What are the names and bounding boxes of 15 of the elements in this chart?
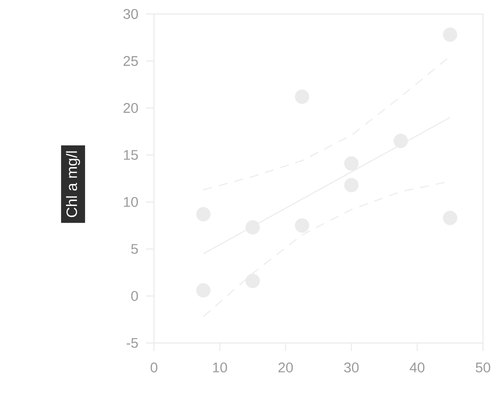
y-tick-label: 25 [124,56,138,66]
x-tick-label: 40 [410,362,424,372]
x-tick-label: 10 [213,362,228,372]
y-tick-label: 15 [124,150,138,160]
y-tick-label: 30 [123,9,138,19]
y-tick-label: 10 [124,197,138,207]
x-tick-label: 0 [150,362,158,372]
y-tick-label: -5 [126,338,138,348]
x-tick-label: 50 [476,362,490,372]
x-tick-label: 20 [278,362,293,372]
y-axis-title: Chl a mg/l [66,151,80,218]
y-tick-label: 20 [124,103,138,113]
x-tick-label: 30 [344,362,359,372]
y-tick-label: 0 [131,291,138,301]
y-tick-label: 5 [131,244,138,254]
